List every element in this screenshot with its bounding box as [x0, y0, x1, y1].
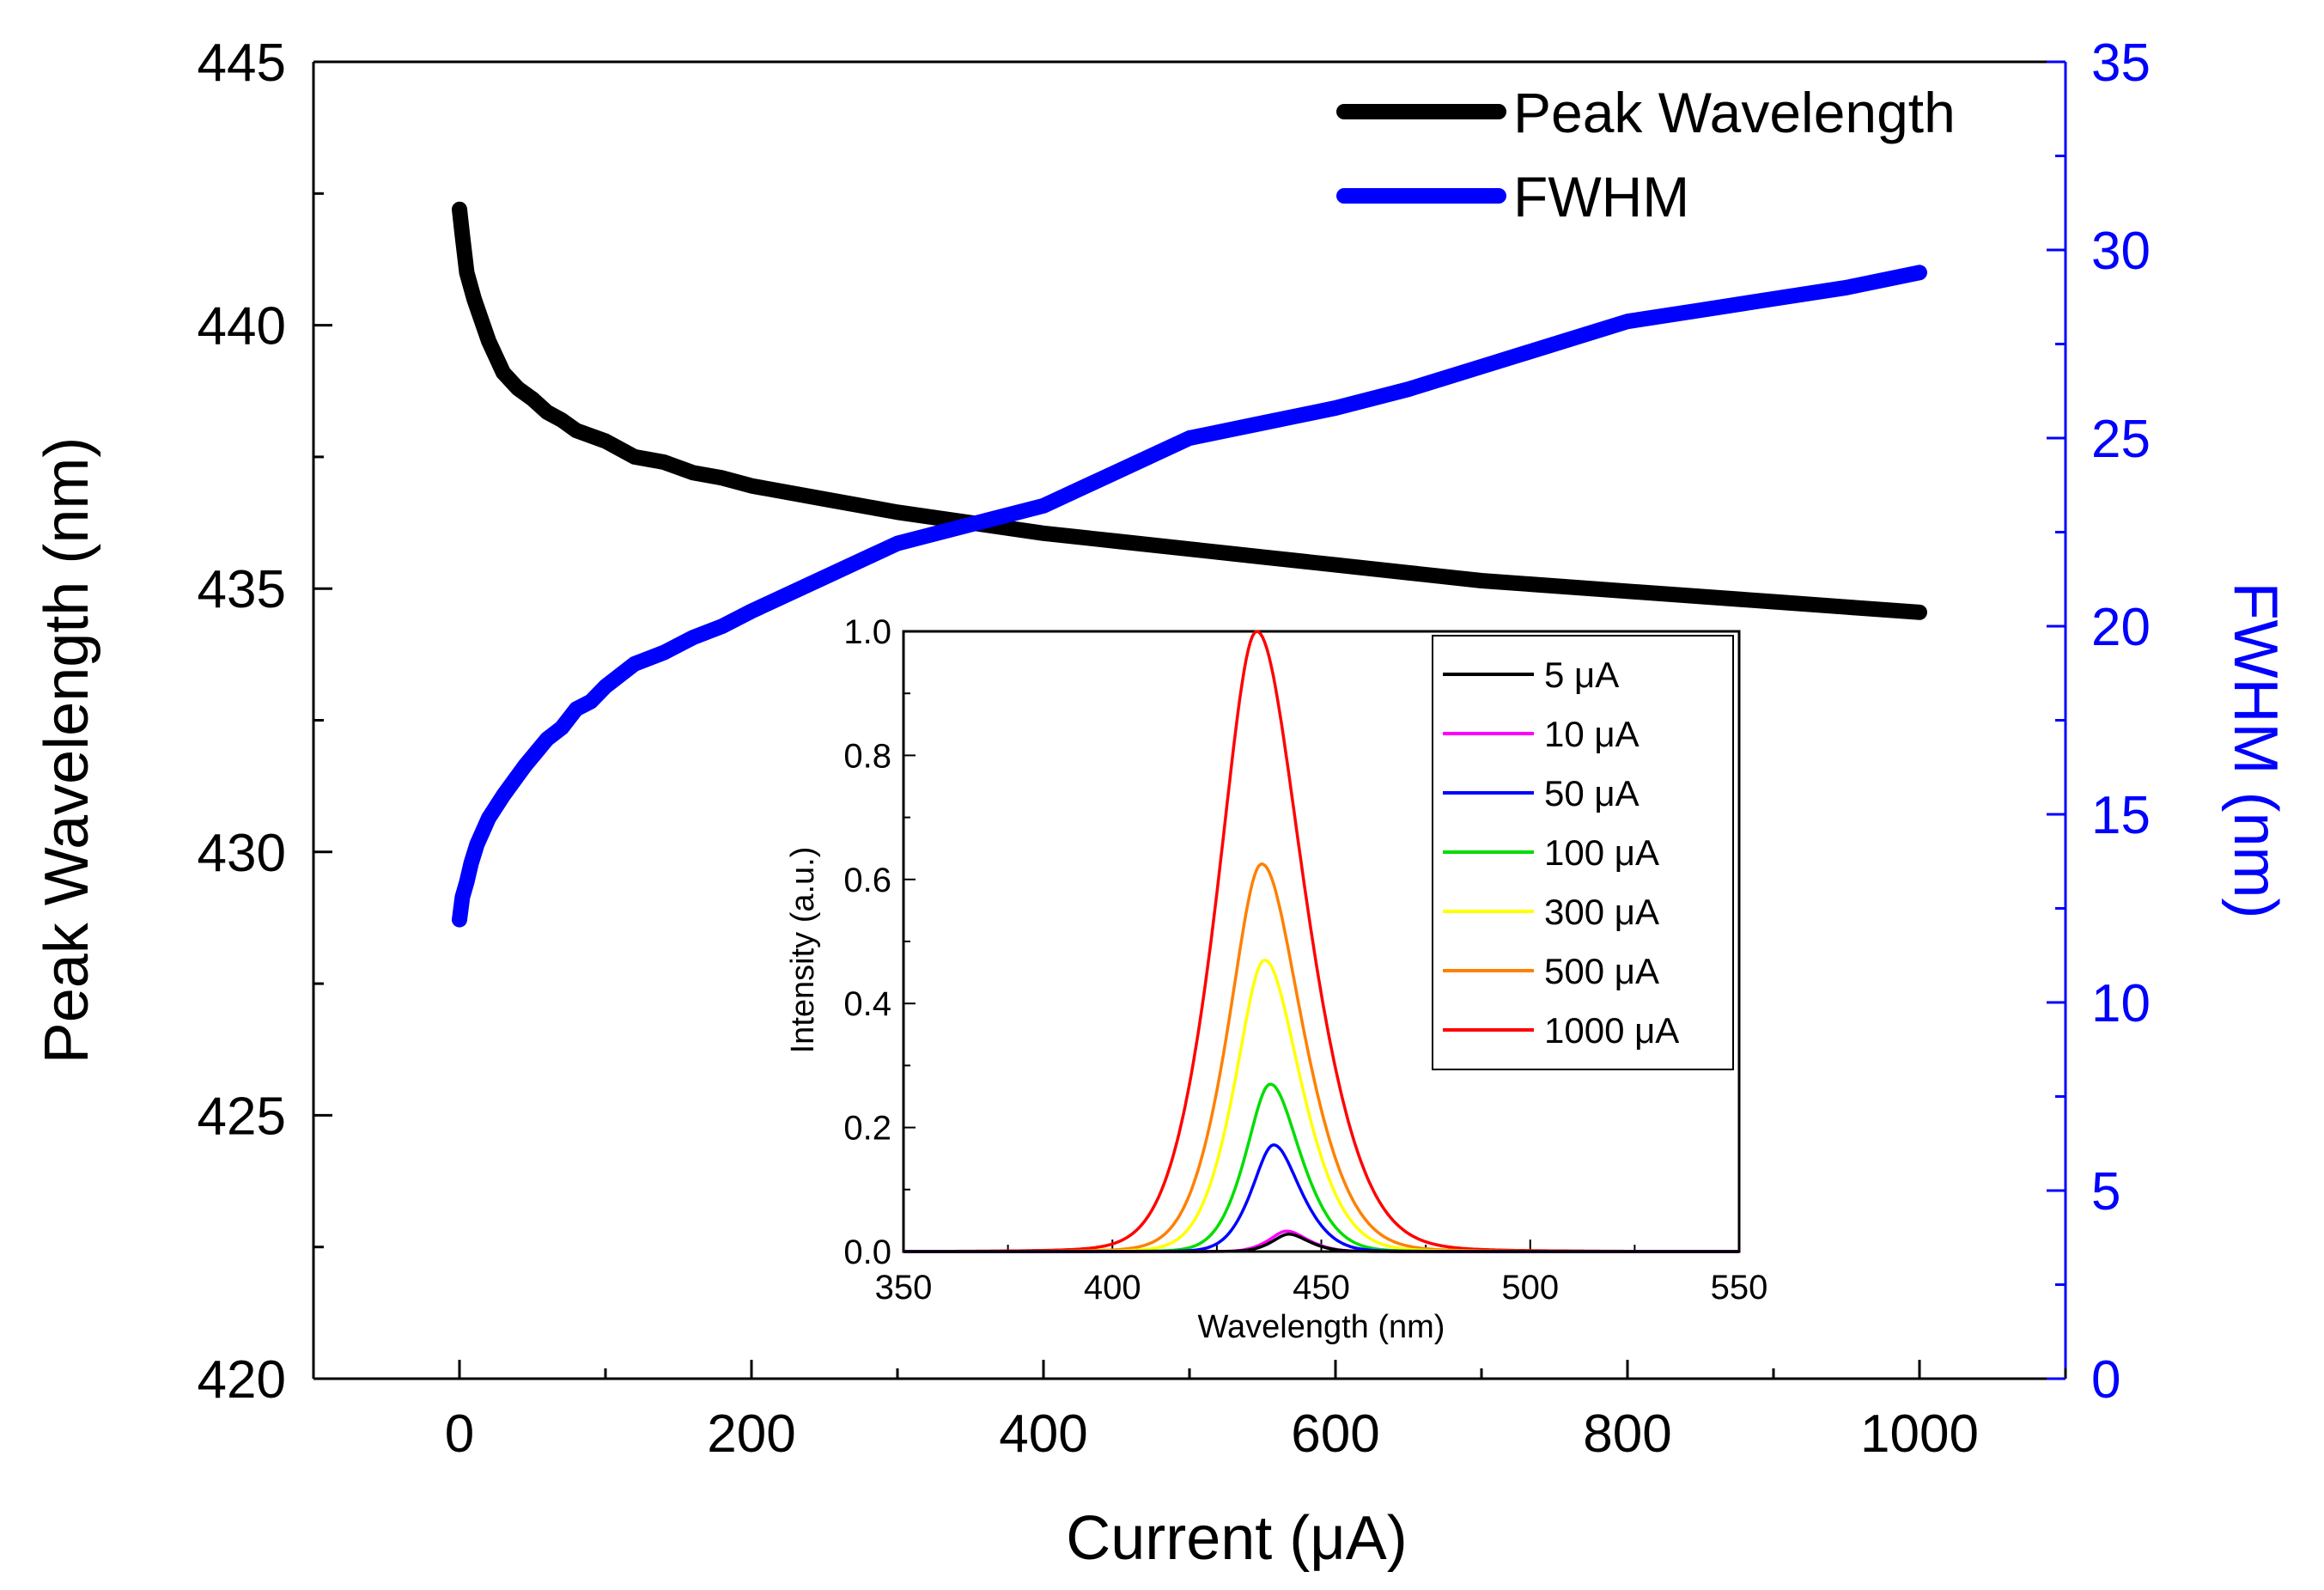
- inset-legend-label: 10 μA: [1544, 714, 1640, 754]
- inset-y-tick-label: 0.2: [843, 1110, 891, 1148]
- y-tick-label: 430: [198, 824, 286, 883]
- inset-y-tick-label: 0.4: [843, 985, 891, 1023]
- y-tick-label: 425: [198, 1087, 286, 1146]
- y-axis-title: Peak Wavelength (nm): [33, 437, 101, 1064]
- y-tick-label: 445: [198, 34, 286, 93]
- x-tick-label: 0: [445, 1404, 474, 1464]
- x-tick-label: 600: [1291, 1404, 1379, 1464]
- y2-tick-label: 35: [2091, 34, 2151, 93]
- inset-y-axis-title: Intensity (a.u.): [785, 847, 821, 1054]
- x-tick-label: 1000: [1860, 1404, 1979, 1464]
- inset-y-tick-label: 1.0: [843, 613, 891, 651]
- inset-x-tick-label: 350: [875, 1269, 933, 1307]
- inset-legend-label: 5 μA: [1544, 655, 1619, 695]
- inset-y-tick-label: 0.8: [843, 737, 891, 775]
- y2-axis-title: FWHM (nm): [2221, 582, 2290, 919]
- inset-legend-label: 1000 μA: [1544, 1010, 1679, 1051]
- y2-tick-label: 25: [2091, 410, 2151, 469]
- inset-y-tick-label: 0.6: [843, 862, 891, 899]
- inset-legend-label: 100 μA: [1544, 832, 1659, 873]
- inset-x-tick-label: 550: [1711, 1269, 1768, 1307]
- series-line-peak-wavelength: [452, 201, 1927, 620]
- y2-tick-label: 20: [2091, 598, 2151, 657]
- y-tick-label: 435: [198, 560, 286, 619]
- y-tick-label: 420: [198, 1350, 286, 1410]
- inset-x-tick-label: 450: [1293, 1269, 1350, 1307]
- legend-label: FWHM: [1513, 165, 1689, 228]
- inset-x-axis-title: Wavelength (nm): [1198, 1309, 1445, 1345]
- y2-tick-label: 0: [2091, 1350, 2120, 1410]
- y2-tick-label: 30: [2091, 222, 2151, 281]
- inset-spectrum-line: [903, 1233, 1739, 1253]
- x-tick-label: 200: [707, 1404, 795, 1464]
- legend-label: Peak Wavelength: [1513, 81, 1956, 144]
- inset-y-tick-label: 0.0: [843, 1234, 891, 1271]
- x-tick-label: 400: [999, 1404, 1087, 1464]
- y-tick-label: 440: [198, 297, 286, 356]
- inset-legend-label: 50 μA: [1544, 773, 1640, 813]
- inset-x-tick-label: 500: [1501, 1269, 1559, 1307]
- inset-plot: 350 400 450 500 550 0.0 0.2 0.4 0.6 0.8 1.0 Wavelen…: [785, 613, 1767, 1345]
- x-axis-title: Current (μA): [1066, 1504, 1408, 1573]
- inset-legend-label: 500 μA: [1544, 951, 1659, 991]
- series-line-fwhm: [452, 265, 1927, 928]
- y2-tick-label: 5: [2091, 1162, 2120, 1221]
- inset-x-tick-label: 400: [1084, 1269, 1141, 1307]
- y2-tick-label: 10: [2091, 974, 2151, 1033]
- y2-tick-label: 15: [2091, 786, 2151, 845]
- inset-legend-label: 300 μA: [1544, 892, 1659, 932]
- x-tick-label: 800: [1583, 1404, 1671, 1464]
- main-plot: 0 200 400 600 800 1000 420 425 430 435 440 445 0 5 10 1…: [33, 34, 2290, 1573]
